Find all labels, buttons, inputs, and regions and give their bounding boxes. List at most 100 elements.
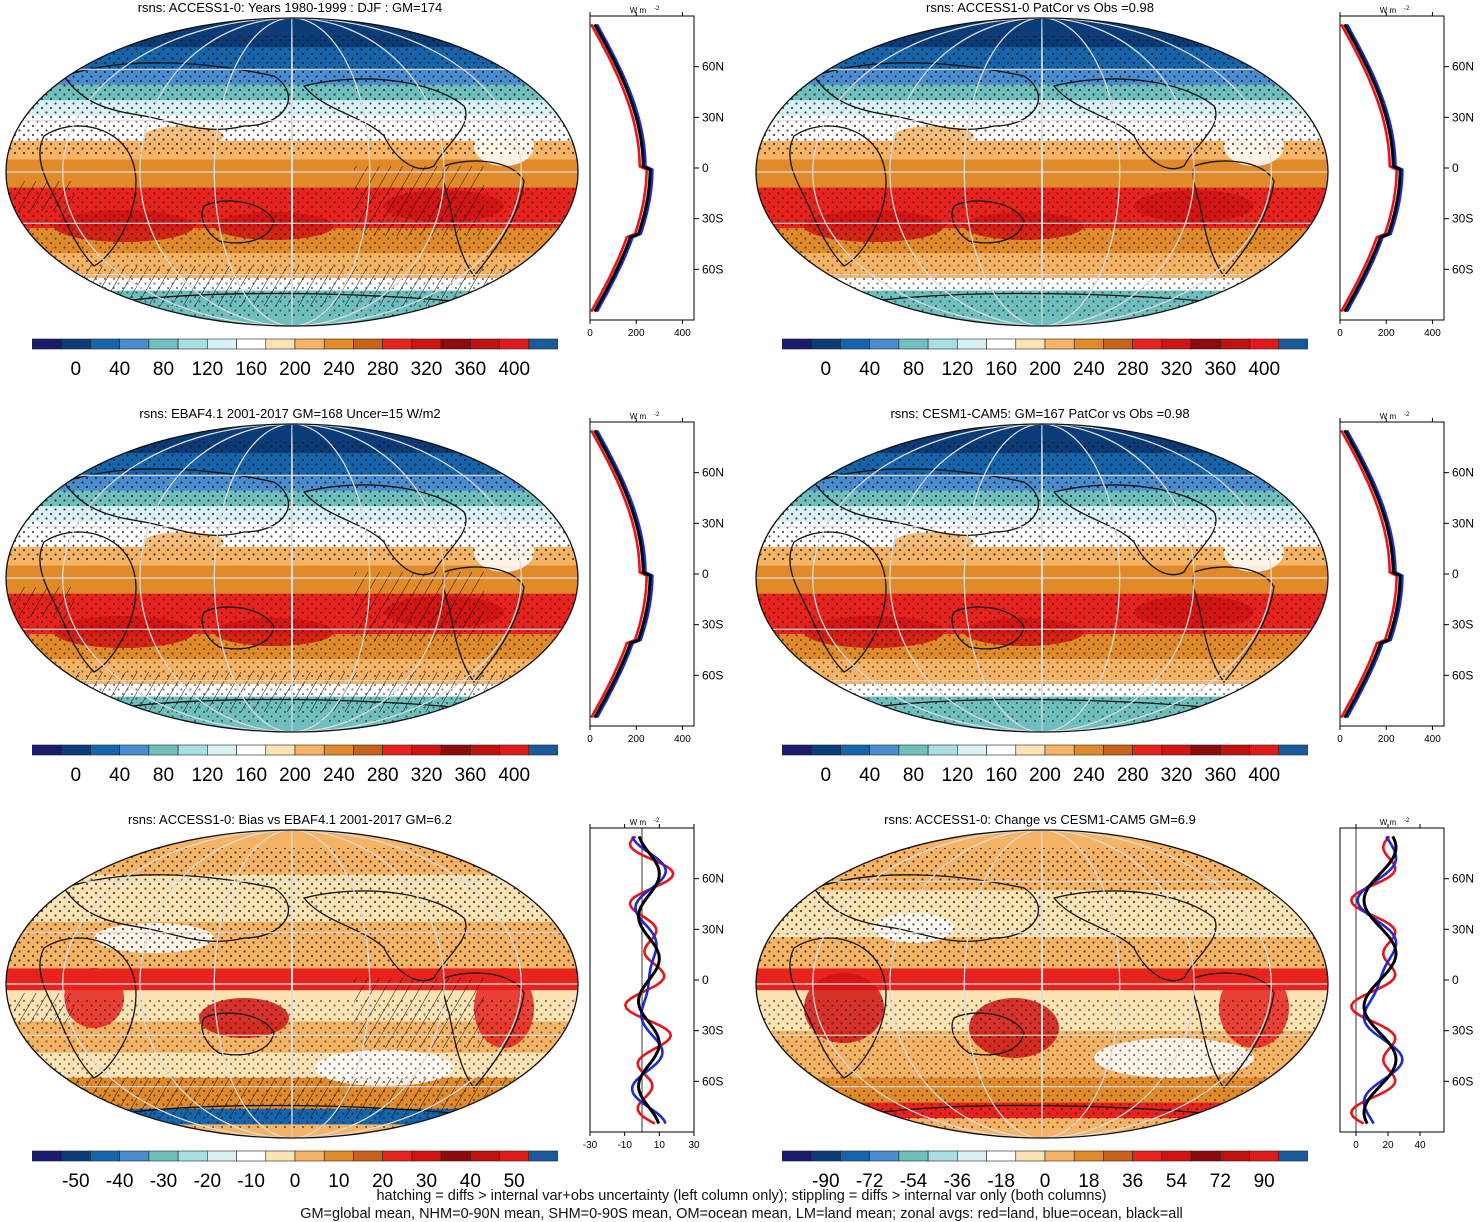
colorbar-swatch xyxy=(1103,1150,1133,1162)
colorbar-swatch xyxy=(1073,1150,1104,1162)
colorbar-tick-label: 40 xyxy=(109,765,130,786)
colorbar-tick-label: 320 xyxy=(1161,765,1193,786)
profile-xtick-label: 200 xyxy=(1378,328,1395,339)
colorbar-swatch xyxy=(1190,744,1221,756)
colorbar-tick-label: 400 xyxy=(1248,765,1280,786)
profile-ytick-label: 30N xyxy=(702,110,724,124)
colorbar-tick-label: 200 xyxy=(279,765,311,786)
colorbar-swatch xyxy=(840,744,870,756)
profile-series-land xyxy=(1340,429,1398,719)
profile-xtick-label: 400 xyxy=(1424,328,1441,339)
profile-xtick-label: 400 xyxy=(1424,734,1441,745)
panel-title: rsns: ACCESS1-0: Change vs CESM1-CAM5 GM… xyxy=(884,812,1196,827)
colorbar-tick-label: 160 xyxy=(235,359,267,380)
colorbar-swatch xyxy=(782,744,812,756)
colorbar-swatch xyxy=(1132,1150,1163,1162)
colorbar-swatch xyxy=(382,1150,413,1162)
profile-xtick-label: 20 xyxy=(1382,1140,1394,1151)
colorbar-swatch xyxy=(294,744,325,756)
colorbar-swatch xyxy=(148,338,179,350)
colorbar-swatch xyxy=(1015,1150,1046,1162)
colorbar: 0 40 80 120 160 200 240 280 320 360 400 xyxy=(782,338,1308,380)
colorbar-tick-label: 240 xyxy=(1073,765,1105,786)
colorbar-swatch xyxy=(1044,744,1075,756)
colorbar-swatch xyxy=(898,338,929,350)
colorbar-tick-label: 0 xyxy=(821,765,832,786)
colorbar-swatch xyxy=(440,744,471,756)
profile-series-all xyxy=(1362,835,1398,1125)
colorbar-swatch xyxy=(177,338,208,350)
colorbar-swatch xyxy=(440,1150,471,1162)
hatching-region xyxy=(354,978,484,1048)
colorbar-swatch xyxy=(148,744,179,756)
colorbar-tick-label: 160 xyxy=(985,359,1017,380)
colorbar-swatch xyxy=(236,338,267,350)
profile-ytick-label: 30N xyxy=(1452,110,1474,124)
colorbar-swatch xyxy=(265,744,296,756)
profile-unit-superscript: -2 xyxy=(1404,412,1410,418)
graticule-meridian xyxy=(290,423,294,733)
map-border xyxy=(755,423,1329,733)
colorbar-swatch xyxy=(207,338,237,350)
figure-panel: rsns: ACCESS1-0: Years 1980-1999 : DJF :… xyxy=(0,0,740,400)
profile-ytick-label: 30S xyxy=(702,618,723,632)
colorbar-swatch xyxy=(499,1150,530,1162)
colorbar-tick-label: 20 xyxy=(372,1171,393,1192)
colorbar-tick-label: 10 xyxy=(328,1171,349,1192)
zonal-profile-plot: W m -2 60N 30N 0 30S 60S 0 200 400 xyxy=(1337,412,1474,745)
colorbar-swatch xyxy=(528,1150,558,1162)
colorbar-tick-label: 240 xyxy=(323,359,355,380)
colorbar-tick-label: 320 xyxy=(411,359,443,380)
colorbar-swatch xyxy=(986,1150,1017,1162)
colorbar-swatch xyxy=(207,1150,237,1162)
profile-ytick-label: 60S xyxy=(1452,668,1473,682)
colorbar-swatch xyxy=(499,338,530,350)
colorbar-swatch xyxy=(1015,338,1046,350)
colorbar-tick-label: 40 xyxy=(460,1171,481,1192)
hatching-region xyxy=(44,1078,544,1118)
colorbar-swatch xyxy=(986,744,1017,756)
profile-unit-superscript: -2 xyxy=(1404,6,1410,12)
colorbar-swatch xyxy=(869,744,900,756)
colorbar-swatch xyxy=(869,1150,900,1162)
profile-ytick-label: 60N xyxy=(702,872,724,886)
profile-series-all xyxy=(593,429,652,719)
profile-unit-label: W m xyxy=(1380,6,1397,15)
colorbar-swatch xyxy=(957,744,987,756)
panel-title: rsns: ACCESS1-0: Years 1980-1999 : DJF :… xyxy=(137,0,443,15)
panel-title: rsns: EBAF4.1 2001-2017 GM=168 Uncer=15 … xyxy=(139,406,441,421)
profile-unit-label: W m xyxy=(630,6,647,15)
world-map xyxy=(5,17,579,327)
colorbar-swatch xyxy=(957,1150,987,1162)
map-border xyxy=(755,829,1329,1139)
colorbar-swatch xyxy=(60,338,91,350)
colorbar-swatch xyxy=(60,744,91,756)
profile-ytick-label: 0 xyxy=(1452,567,1459,581)
profile-ytick-label: 60N xyxy=(1452,466,1474,480)
colorbar-swatch xyxy=(265,1150,296,1162)
colorbar-tick-label: 400 xyxy=(498,765,530,786)
colorbar-swatch xyxy=(810,744,841,756)
colorbar-swatch xyxy=(898,1150,929,1162)
colorbar-tick-label: 80 xyxy=(153,765,174,786)
colorbar-tick-label: 40 xyxy=(859,359,880,380)
colorbar-tick-label: 40 xyxy=(859,765,880,786)
colorbar-swatch xyxy=(782,338,812,350)
world-map xyxy=(5,423,579,733)
profile-unit-superscript: -2 xyxy=(654,6,660,12)
colorbar-swatch xyxy=(810,1150,841,1162)
profile-ytick-label: 30S xyxy=(1452,618,1473,632)
profile-series-all xyxy=(593,23,652,313)
colorbar: 0 40 80 120 160 200 240 280 320 360 400 xyxy=(32,338,558,380)
profile-ytick-label: 30S xyxy=(702,1024,723,1038)
colorbar-tick-label: 240 xyxy=(323,765,355,786)
profile-xtick-label: 0 xyxy=(1353,1140,1359,1151)
zonal-profile-plot: W m -2 60N 30N 0 30S 60S 0 200 400 xyxy=(587,6,724,339)
world-map xyxy=(755,17,1329,327)
world-map xyxy=(755,423,1329,733)
figure-panel: rsns: EBAF4.1 2001-2017 GM=168 Uncer=15 … xyxy=(0,406,740,806)
colorbar-swatch xyxy=(32,744,62,756)
colorbar-tick-label: -20 xyxy=(194,1171,221,1192)
profile-ytick-label: 60N xyxy=(1452,872,1474,886)
colorbar-swatch xyxy=(1103,338,1133,350)
